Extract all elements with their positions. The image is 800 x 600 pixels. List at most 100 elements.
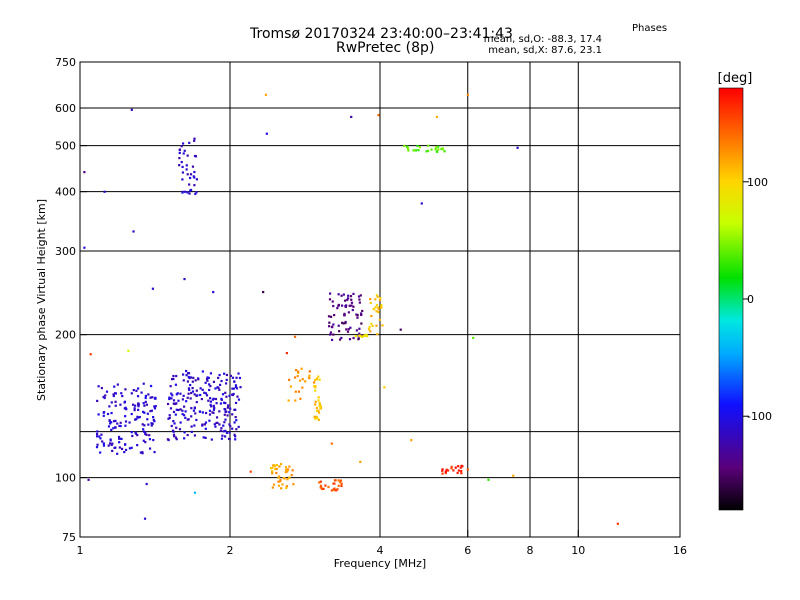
y-tick-label: 75 xyxy=(62,531,76,544)
echo-point xyxy=(227,404,230,407)
echo-point xyxy=(228,423,231,426)
echo-point xyxy=(137,387,140,390)
echo-point xyxy=(205,378,209,381)
echo-point xyxy=(193,491,197,494)
echo-point xyxy=(358,327,361,330)
echo-point xyxy=(195,389,198,392)
echo-point xyxy=(450,467,453,470)
echo-point xyxy=(212,290,215,294)
echo-point xyxy=(347,311,350,314)
echo-point xyxy=(356,316,359,319)
echo-point xyxy=(204,381,207,384)
echo-point xyxy=(337,479,340,482)
echo-point xyxy=(214,387,217,390)
echo-point xyxy=(133,407,136,410)
echo-point xyxy=(220,379,223,383)
echo-point xyxy=(365,333,368,336)
echo-point xyxy=(103,190,106,193)
echo-point xyxy=(314,400,317,403)
echo-point xyxy=(185,400,188,403)
echo-point xyxy=(128,447,132,450)
echo-point xyxy=(199,387,202,390)
echo-point xyxy=(171,378,174,381)
echo-point xyxy=(299,397,302,400)
echo-point xyxy=(124,424,127,427)
echo-point xyxy=(297,390,301,393)
echo-point xyxy=(183,277,186,281)
y-tick-label: 750 xyxy=(55,56,76,69)
echo-point xyxy=(130,108,133,111)
echo-point xyxy=(211,411,214,414)
echo-point xyxy=(140,391,143,394)
echo-point xyxy=(96,443,99,446)
echo-point xyxy=(340,294,343,297)
echo-point xyxy=(273,465,276,468)
echo-point xyxy=(360,322,363,325)
echo-point xyxy=(370,314,373,318)
echo-point xyxy=(168,414,171,417)
echo-point xyxy=(315,417,318,420)
echo-point xyxy=(319,484,323,487)
echo-point xyxy=(130,431,133,434)
echo-point xyxy=(231,427,234,430)
echo-point xyxy=(318,378,321,381)
echo-point xyxy=(221,434,224,437)
echo-point xyxy=(274,468,277,471)
echo-point xyxy=(123,450,126,454)
echo-point xyxy=(214,425,217,428)
echo-point xyxy=(327,325,331,328)
echo-point xyxy=(178,148,181,151)
echo-point xyxy=(284,466,288,469)
echo-point xyxy=(185,374,188,377)
echo-point xyxy=(203,391,206,394)
echo-point xyxy=(188,192,191,195)
echo-point xyxy=(345,328,348,331)
echo-point xyxy=(232,387,235,390)
echo-point xyxy=(290,473,293,477)
echo-point xyxy=(225,373,229,377)
echo-point xyxy=(234,401,238,405)
echo-point xyxy=(182,394,185,397)
echo-point xyxy=(318,401,321,405)
echo-point xyxy=(315,409,319,413)
echo-point xyxy=(319,486,322,489)
echo-point xyxy=(218,388,221,391)
echo-point xyxy=(363,334,367,337)
echo-point xyxy=(182,152,185,155)
echo-point xyxy=(181,191,184,194)
echo-point xyxy=(124,420,128,423)
echo-point xyxy=(168,416,171,420)
colorbar-tick-label: -100 xyxy=(747,410,772,423)
echo-point xyxy=(317,399,320,402)
echo-point xyxy=(355,313,358,316)
echo-point xyxy=(237,372,240,375)
echo-point xyxy=(359,334,362,337)
echo-point xyxy=(189,383,192,387)
echo-point xyxy=(206,379,209,382)
echo-point xyxy=(190,430,193,434)
echo-point xyxy=(337,484,340,487)
echo-point xyxy=(294,390,297,393)
echo-point xyxy=(142,439,145,442)
colorbar-label: [deg] xyxy=(718,71,753,86)
echo-point xyxy=(337,293,340,296)
echo-point xyxy=(351,308,354,312)
echo-point xyxy=(341,321,344,324)
echo-point xyxy=(181,413,184,416)
echo-point xyxy=(383,386,386,389)
echo-point xyxy=(231,376,235,379)
echo-point xyxy=(407,149,410,152)
echo-point xyxy=(368,325,371,329)
echo-point xyxy=(208,413,212,416)
echo-point xyxy=(179,421,182,424)
echo-point xyxy=(416,144,419,148)
echo-point xyxy=(460,464,463,467)
echo-point xyxy=(298,379,302,382)
echo-point xyxy=(231,413,234,416)
echo-point xyxy=(237,398,241,401)
echo-point xyxy=(264,93,268,96)
echo-point xyxy=(371,324,374,328)
echo-point xyxy=(360,335,363,338)
echo-point xyxy=(172,399,176,402)
echo-point xyxy=(348,304,351,307)
